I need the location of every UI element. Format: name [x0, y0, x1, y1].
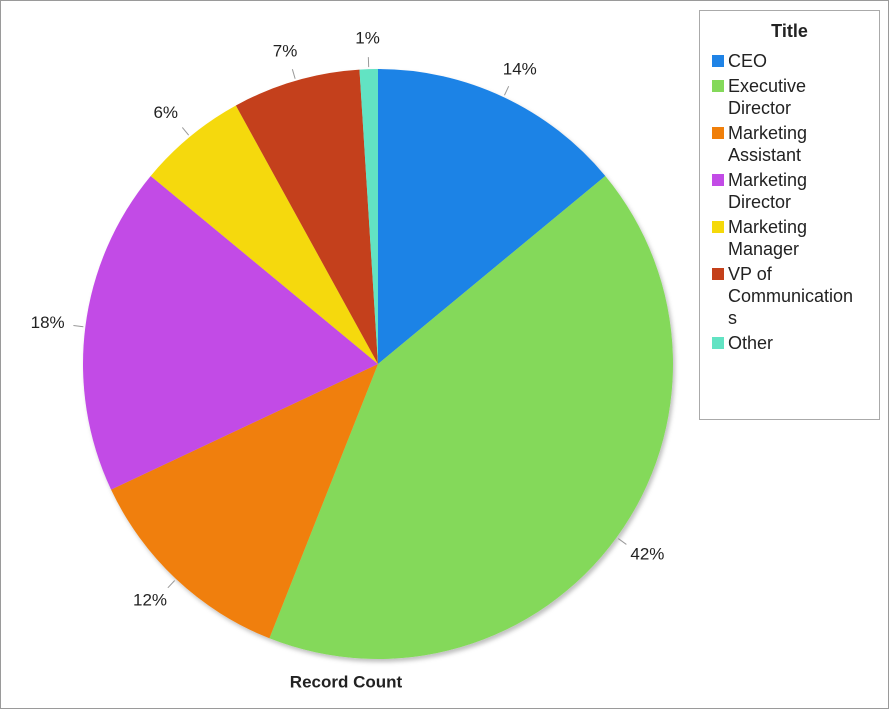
pie-slice	[111, 364, 378, 639]
leader-line	[617, 538, 627, 545]
pie-slice	[235, 69, 378, 364]
pie	[82, 69, 673, 659]
legend-label: Marketing Director	[728, 170, 808, 212]
pie-slice	[150, 105, 378, 364]
pie-slice	[82, 175, 378, 490]
legend-swatch	[712, 80, 724, 92]
legend-label: Marketing Assistant	[728, 123, 808, 165]
legend-label: Executive Director	[728, 76, 807, 118]
leader-line	[167, 580, 176, 589]
legend-item: CEO	[712, 50, 879, 72]
legend-swatch	[712, 127, 724, 139]
legend-label: CEO	[728, 51, 768, 71]
data-label: 1%	[355, 29, 380, 48]
leader-line	[73, 325, 84, 328]
data-label: 42%	[630, 545, 664, 564]
legend-swatch	[712, 221, 724, 233]
data-label: 6%	[153, 103, 178, 122]
leader-line	[291, 69, 296, 79]
legend-label: Marketing Manager	[728, 217, 808, 259]
pie-slice	[359, 69, 378, 364]
legend-item: Other	[712, 332, 879, 354]
legend: Title CEO Executive Director Marketing Ass…	[699, 10, 880, 420]
legend-swatch	[712, 268, 724, 280]
leader-line	[504, 86, 510, 96]
legend-title: Title	[771, 21, 808, 41]
legend-swatch	[712, 174, 724, 186]
legend-item: Executive Director	[712, 75, 879, 119]
legend-label: Other	[728, 333, 774, 353]
data-label: 18%	[31, 313, 65, 332]
data-label: 7%	[273, 41, 298, 60]
legend-item: Marketing Director	[712, 169, 879, 213]
legend-item: VP of Communications	[712, 263, 879, 329]
legend-label: VP of Communications	[728, 264, 854, 328]
pie-slice	[269, 175, 673, 659]
x-axis-label: Record Count	[290, 672, 403, 691]
data-label: 12%	[133, 590, 167, 609]
leader-line	[181, 127, 190, 136]
pie-slice	[378, 69, 606, 364]
data-label: 14%	[503, 59, 537, 78]
legend-item: Marketing Assistant	[712, 122, 879, 166]
legend-item: Marketing Manager	[712, 216, 879, 260]
legend-swatch	[712, 55, 724, 67]
legend-swatch	[712, 337, 724, 349]
